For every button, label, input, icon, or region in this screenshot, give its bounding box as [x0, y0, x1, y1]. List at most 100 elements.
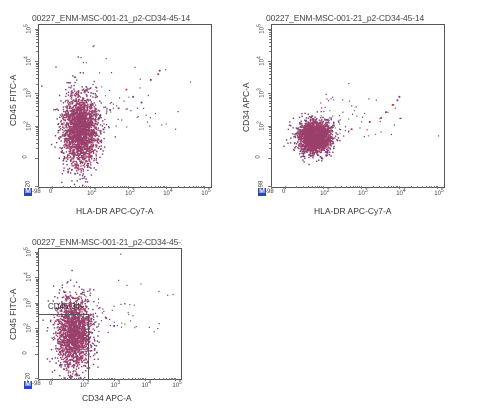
event-point [71, 112, 74, 114]
event-point [74, 163, 76, 165]
event-point [304, 122, 306, 125]
event-point [74, 120, 76, 122]
event-point [302, 141, 304, 143]
event-point [77, 154, 79, 157]
event-point [88, 112, 90, 114]
outlier-point [385, 111, 387, 114]
event-point [326, 142, 328, 144]
event-point [68, 114, 70, 116]
event-point [89, 99, 91, 101]
event-point [71, 147, 73, 149]
event-point [99, 114, 102, 116]
event-point [327, 149, 330, 151]
event-point [316, 121, 318, 123]
event-point [301, 128, 304, 131]
event-point [316, 152, 318, 154]
event-point [309, 127, 311, 129]
event-point [91, 140, 93, 142]
event-point [311, 155, 313, 157]
event-point [79, 143, 81, 145]
event-point [79, 125, 81, 127]
event-point [325, 143, 328, 146]
event-point [86, 125, 88, 127]
outlier-point [380, 117, 383, 119]
event-point [85, 148, 88, 150]
event-point [79, 178, 81, 180]
event-point [83, 105, 86, 108]
event-point [65, 157, 68, 159]
event-point [317, 144, 319, 147]
event-point [95, 133, 97, 135]
event-point [61, 319, 64, 321]
event-point [80, 132, 83, 134]
event-point [293, 142, 296, 145]
event-point [317, 147, 320, 149]
event-point [314, 129, 316, 131]
event-point [318, 159, 320, 161]
event-point [76, 372, 78, 374]
event-point [70, 114, 72, 116]
event-point [50, 319, 52, 322]
event-point [89, 95, 92, 97]
event-point [59, 114, 62, 116]
event-point [313, 122, 315, 124]
event-point [78, 90, 80, 92]
event-point [75, 99, 78, 101]
scatter-points-3 [42, 253, 174, 379]
event-point [298, 139, 300, 141]
event-point [87, 128, 89, 131]
event-point [73, 183, 76, 186]
event-point [298, 136, 300, 139]
event-point [69, 103, 72, 105]
event-point [299, 128, 301, 131]
event-point [89, 129, 91, 131]
event-point [71, 140, 73, 142]
event-point [319, 141, 322, 144]
event-point [91, 111, 94, 113]
event-point [306, 140, 308, 142]
event-point-sparse [92, 83, 94, 86]
event-point-sparse [348, 100, 351, 102]
event-point [64, 140, 66, 142]
event-point [307, 125, 309, 127]
event-point [80, 150, 83, 152]
event-point [71, 145, 73, 148]
event-point [76, 102, 79, 104]
event-point [67, 99, 69, 101]
event-point [78, 91, 80, 93]
event-point [314, 138, 316, 141]
event-point [83, 131, 85, 133]
event-point [310, 136, 312, 139]
event-point [83, 154, 85, 156]
event-point [82, 124, 84, 127]
event-point [299, 143, 302, 145]
event-point [76, 133, 78, 135]
event-point [91, 317, 93, 320]
event-point [326, 138, 328, 140]
event-point [310, 146, 312, 148]
event-point [316, 144, 318, 146]
event-point [302, 146, 304, 148]
event-point [58, 94, 61, 97]
event-point [67, 111, 69, 114]
event-point [297, 132, 300, 134]
event-point [63, 350, 65, 352]
event-point [312, 132, 315, 135]
event-point [69, 105, 72, 108]
event-point [76, 172, 79, 174]
event-point [75, 154, 78, 156]
outlier-point [157, 73, 160, 76]
event-point [83, 91, 85, 93]
event-point [64, 323, 66, 325]
event-point [84, 135, 86, 137]
event-point [79, 101, 81, 104]
event-point [94, 93, 96, 95]
event-point [90, 105, 92, 108]
event-point [74, 123, 76, 125]
event-point-sparse [339, 132, 341, 134]
event-point [315, 129, 317, 132]
event-point [307, 117, 310, 119]
event-point [96, 138, 98, 140]
event-point-sparse [126, 108, 128, 110]
event-point [83, 156, 85, 158]
